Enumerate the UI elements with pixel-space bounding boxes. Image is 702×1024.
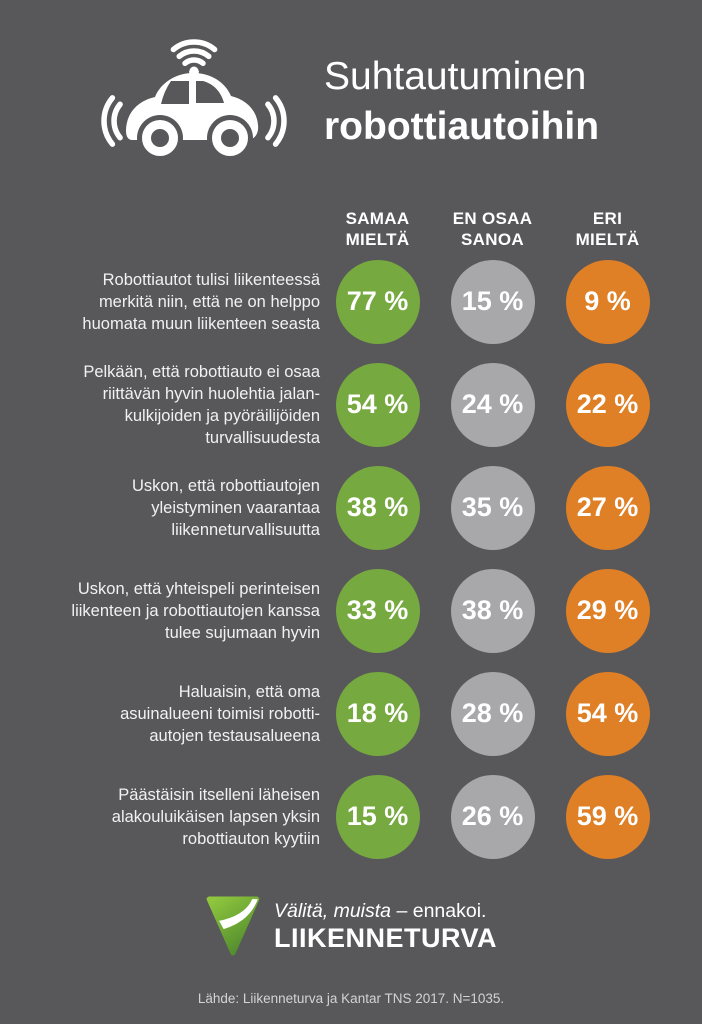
page-title-line1: Suhtautuminen bbox=[324, 55, 587, 98]
percentage-circle-disagree: 9 % bbox=[565, 259, 650, 344]
cell-agree: 18 % bbox=[320, 671, 435, 756]
statement-text: Robottiautot tulisi liikenteessä merkitä… bbox=[82, 270, 320, 333]
cell-agree: 38 % bbox=[320, 465, 435, 550]
statement-text: Uskon, että yhteispeli perinteisen liike… bbox=[71, 579, 320, 642]
liikenneturva-logo-icon bbox=[205, 896, 261, 958]
table-row: Haluaisin, että oma asuinalueeni toimisi… bbox=[30, 662, 702, 765]
source-note: Lähde: Liikenneturva ja Kantar TNS 2017.… bbox=[197, 991, 505, 1006]
percentage-circle-agree: 38 % bbox=[335, 465, 420, 550]
cell-agree: 54 % bbox=[320, 362, 435, 447]
percentage-circle-disagree: 54 % bbox=[565, 671, 650, 756]
cell-disagree: 27 % bbox=[550, 465, 665, 550]
footer-logo-block: Välitä, muista – ennakoi. LIIKENNETURVA bbox=[0, 896, 702, 958]
percentage-circle-agree: 33 % bbox=[335, 568, 420, 653]
percentage-circle-disagree: 29 % bbox=[565, 568, 650, 653]
percentage-circle-neutral: 35 % bbox=[450, 465, 535, 550]
percentage-circle-agree: 18 % bbox=[335, 671, 420, 756]
table-row: Uskon, että yhteispeli perinteisen liike… bbox=[30, 559, 702, 662]
statement-text: Haluaisin, että oma asuinalueeni toimisi… bbox=[120, 682, 320, 745]
cell-disagree: 22 % bbox=[550, 362, 665, 447]
cell-neutral: 26 % bbox=[435, 774, 550, 859]
header: Suhtautuminen robottiautoihin bbox=[0, 0, 702, 168]
column-header-spacer bbox=[30, 208, 320, 250]
cell-neutral: 28 % bbox=[435, 671, 550, 756]
statement-text: Pelkään, että robottiauto ei osaa riittä… bbox=[83, 362, 320, 447]
table-row: Pelkään, että robottiauto ei osaa riittä… bbox=[30, 353, 702, 456]
cell-neutral: 24 % bbox=[435, 362, 550, 447]
percentage-circle-neutral: 28 % bbox=[450, 671, 535, 756]
column-headers: SAMAA MIELTÄ EN OSAA SANOA ERI MIELTÄ bbox=[30, 208, 702, 250]
column-header-neutral: EN OSAA SANOA bbox=[452, 209, 533, 249]
footer-text: Välitä, muista – ennakoi. LIIKENNETURVA bbox=[274, 900, 497, 954]
percentage-circle-neutral: 38 % bbox=[450, 568, 535, 653]
column-header-disagree: ERI MIELTÄ bbox=[575, 209, 640, 249]
page-title-line2: robottiautoihin bbox=[324, 105, 600, 148]
percentage-circle-neutral: 24 % bbox=[450, 362, 535, 447]
cell-neutral: 15 % bbox=[435, 259, 550, 344]
brand-tagline: Välitä, muista – ennakoi. bbox=[274, 900, 497, 923]
table-row: Päästäisin itselleni läheisen alakouluik… bbox=[30, 765, 702, 868]
column-header-agree: SAMAA MIELTÄ bbox=[345, 209, 410, 249]
percentage-circle-neutral: 15 % bbox=[450, 259, 535, 344]
percentage-circle-agree: 15 % bbox=[335, 774, 420, 859]
percentage-circle-agree: 54 % bbox=[335, 362, 420, 447]
self-driving-car-icon bbox=[88, 26, 300, 166]
percentage-circle-agree: 77 % bbox=[335, 259, 420, 344]
tagline-italic-part: Välitä, muista bbox=[273, 900, 392, 922]
cell-agree: 77 % bbox=[320, 259, 435, 344]
statement-text: Päästäisin itselleni läheisen alakouluik… bbox=[111, 785, 320, 848]
attitude-table: SAMAA MIELTÄ EN OSAA SANOA ERI MIELTÄ Ro… bbox=[0, 208, 702, 868]
percentage-circle-disagree: 22 % bbox=[565, 362, 650, 447]
cell-disagree: 9 % bbox=[550, 259, 665, 344]
cell-neutral: 35 % bbox=[435, 465, 550, 550]
cell-agree: 15 % bbox=[320, 774, 435, 859]
table-row: Uskon, että robottiautojen yleistyminen … bbox=[30, 456, 702, 559]
percentage-circle-disagree: 59 % bbox=[565, 774, 650, 859]
cell-disagree: 59 % bbox=[550, 774, 665, 859]
cell-disagree: 54 % bbox=[550, 671, 665, 756]
tagline-regular-part: – ennakoi. bbox=[391, 900, 487, 922]
percentage-circle-neutral: 26 % bbox=[450, 774, 535, 859]
cell-neutral: 38 % bbox=[435, 568, 550, 653]
page-title: Suhtautuminen robottiautoihin bbox=[324, 52, 599, 152]
percentage-circle-disagree: 27 % bbox=[565, 465, 650, 550]
brand-name: LIIKENNETURVA bbox=[273, 923, 497, 953]
cell-disagree: 29 % bbox=[550, 568, 665, 653]
statement-text: Uskon, että robottiautojen yleistyminen … bbox=[131, 476, 320, 539]
cell-agree: 33 % bbox=[320, 568, 435, 653]
table-row: Robottiautot tulisi liikenteessä merkitä… bbox=[30, 250, 702, 353]
